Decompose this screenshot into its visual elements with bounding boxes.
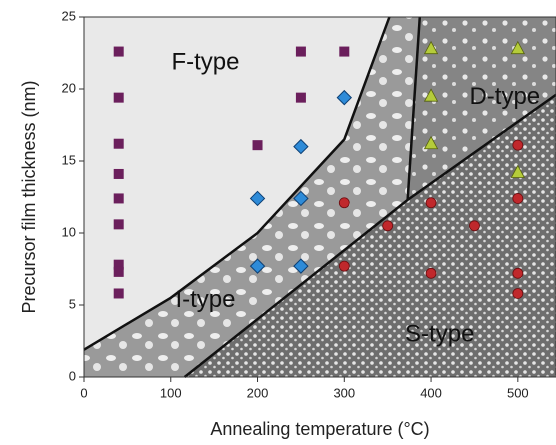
square-marker [113, 138, 124, 149]
triangle-marker [423, 40, 439, 55]
region-d [407, 17, 556, 200]
circle-marker [338, 260, 350, 272]
x-tick-label: 200 [247, 385, 269, 400]
region-label: S-type [405, 321, 474, 348]
circle-marker [469, 220, 480, 232]
y-tick-label: 20 [62, 80, 76, 95]
square-marker [113, 288, 124, 299]
y-tick-label: 0 [69, 368, 76, 383]
triangle-marker [423, 88, 439, 102]
circle-marker [338, 197, 350, 209]
square-marker [252, 140, 263, 151]
square-marker [113, 266, 124, 277]
square-marker [295, 46, 306, 57]
square-marker [113, 219, 124, 230]
circle-marker [512, 193, 524, 204]
x-tick-label: 300 [333, 385, 355, 400]
x-tick-label: 100 [160, 385, 182, 400]
triangle-marker [423, 135, 439, 150]
diamond-marker [293, 138, 309, 155]
y-tick-label: 25 [62, 8, 76, 23]
plot-frame [83, 16, 556, 378]
square-marker [113, 259, 124, 270]
square-marker [113, 193, 124, 204]
circle-marker [512, 139, 524, 151]
circle-marker [425, 267, 437, 279]
square-marker [295, 92, 306, 103]
y-tick-label: 10 [62, 224, 76, 239]
region-label: I-type [175, 286, 235, 313]
diamond-marker [293, 190, 309, 207]
regions [84, 17, 556, 377]
y-axis-label: Precursor film thickness (nm) [19, 80, 39, 313]
y-tick-label: 5 [69, 296, 76, 311]
square-marker [113, 46, 124, 57]
boundary-line [83, 16, 391, 351]
diamond-marker [293, 258, 309, 274]
circle-marker [512, 288, 524, 299]
x-tick-label: 400 [420, 385, 442, 400]
triangle-marker [510, 40, 525, 55]
diamond-marker [249, 258, 266, 274]
x-tick-label: 0 [80, 385, 87, 400]
diamond-marker [336, 89, 353, 106]
region-label: F-type [171, 48, 239, 75]
square-marker [113, 168, 124, 179]
circle-marker [382, 220, 394, 232]
square-marker [339, 46, 350, 57]
x-axis-label: Annealing temperature (°C) [210, 419, 429, 439]
region-label: D-type [469, 83, 540, 110]
circle-marker [512, 267, 524, 279]
x-tick-label: 500 [507, 385, 529, 400]
y-tick-label: 15 [62, 152, 76, 167]
plot: 0 100 200 300 400 500 0 5 10 15 20 25 F-type D-type I-… [62, 8, 556, 400]
diamond-marker [249, 190, 266, 207]
triangle-marker [510, 164, 525, 178]
boundary-line [406, 16, 422, 200]
boundary-line [183, 93, 556, 378]
square-marker [113, 92, 124, 103]
region-f [84, 17, 390, 350]
circle-marker [425, 197, 437, 209]
